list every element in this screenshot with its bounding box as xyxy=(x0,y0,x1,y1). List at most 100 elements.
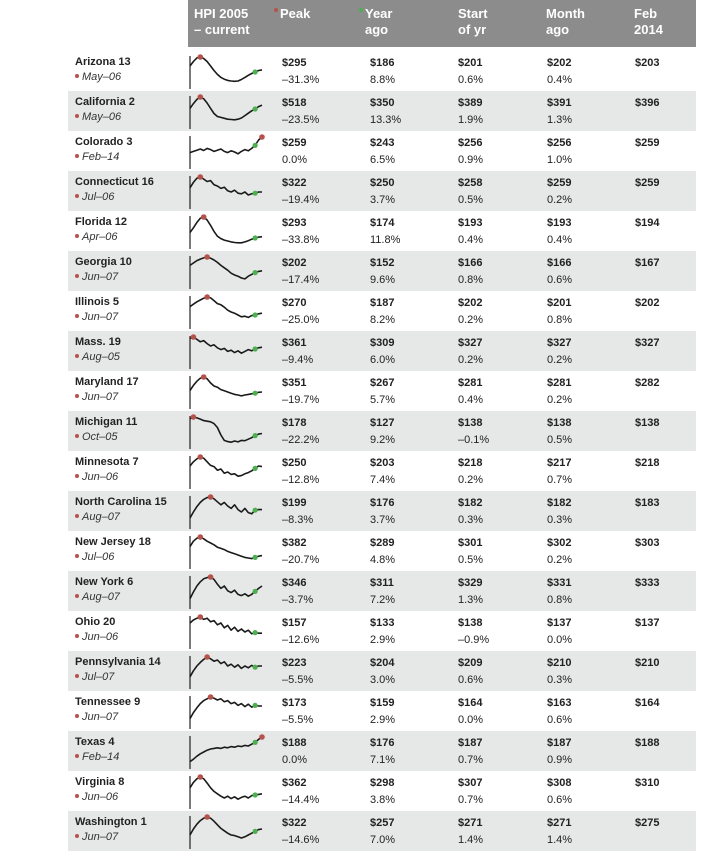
change-yr: 13.3% xyxy=(370,114,402,126)
state-name: Virginia 8 xyxy=(75,776,125,788)
value-yr: $250 xyxy=(370,177,395,189)
table-row: New Jersey 18 Jul–06 $382 –20.7% $289 4.8% $30… xyxy=(0,531,709,571)
change-peak: –5.5% xyxy=(282,674,314,686)
peak-date-text: Jul–06 xyxy=(82,191,115,203)
change-yr: 3.0% xyxy=(370,674,396,686)
peak-date: Feb–14 xyxy=(75,151,119,163)
change-peak: –22.2% xyxy=(282,434,320,446)
value-feb: $188 xyxy=(635,737,660,749)
peak-dot-icon xyxy=(75,714,79,718)
peak-dot-icon xyxy=(75,434,79,438)
value-start: $218 xyxy=(458,457,483,469)
peak-dot-icon xyxy=(75,674,79,678)
hpi-sparkline xyxy=(189,694,262,729)
table-row: North Carolina 15 Aug–07 $199 –8.3% $176 3.7%… xyxy=(0,491,709,531)
value-yr: $298 xyxy=(370,777,395,789)
peak-marker xyxy=(259,134,265,140)
change-yr: 9.6% xyxy=(370,274,396,286)
peak-marker xyxy=(204,294,210,300)
change-peak: –19.7% xyxy=(282,394,320,406)
row-band xyxy=(68,571,696,611)
header-peak-label: Peak xyxy=(280,6,311,21)
peak-date: Aug–07 xyxy=(75,591,120,603)
change-yr: 6.5% xyxy=(370,154,396,166)
peak-date: Jul–06 xyxy=(75,191,114,203)
change-yr: 7.2% xyxy=(370,594,396,606)
value-yr: $309 xyxy=(370,337,395,349)
change-start: 0.7% xyxy=(458,754,484,766)
current-marker xyxy=(252,630,258,636)
change-month: 0.8% xyxy=(547,314,573,326)
peak-dot-icon xyxy=(75,194,79,198)
value-peak: $295 xyxy=(282,57,307,69)
peak-date-text: Aug–05 xyxy=(82,351,120,363)
value-start: $329 xyxy=(458,577,483,589)
peak-date-text: Feb–14 xyxy=(82,751,120,763)
hpi-sparkline xyxy=(189,414,263,449)
row-band xyxy=(68,331,696,371)
hpi-sparkline xyxy=(189,134,265,169)
sparkline-path xyxy=(189,96,263,121)
sparkline-path xyxy=(189,216,263,244)
table-row: Michigan 11 Oct–05 $178 –22.2% $127 9.2% $138 –… xyxy=(0,411,709,451)
value-month: $202 xyxy=(547,57,572,69)
table-row: Mass. 19 Aug–05 $361 –9.4% $309 6.0% $327 0.2% $… xyxy=(0,331,709,371)
value-month: $256 xyxy=(547,137,572,149)
value-peak: $223 xyxy=(282,657,307,669)
value-yr: $289 xyxy=(370,537,395,549)
value-feb: $218 xyxy=(635,457,660,469)
row-band xyxy=(68,171,696,211)
value-peak: $250 xyxy=(282,457,307,469)
change-month: 0.4% xyxy=(547,234,573,246)
change-start: 0.3% xyxy=(458,514,484,526)
peak-marker xyxy=(200,214,207,220)
peak-date: Jun–06 xyxy=(75,791,118,803)
current-marker xyxy=(252,465,258,471)
state-name: Connecticut 16 xyxy=(75,176,154,188)
current-marker xyxy=(252,702,258,708)
value-peak: $270 xyxy=(282,297,307,309)
sparkline-path xyxy=(189,336,263,354)
sparkline-path xyxy=(189,736,263,763)
value-yr: $152 xyxy=(370,257,395,269)
value-feb: $333 xyxy=(635,577,660,589)
change-start: 0.4% xyxy=(458,394,484,406)
change-peak: –12.6% xyxy=(282,634,320,646)
state-name: Ohio 20 xyxy=(75,616,116,628)
change-month: 1.3% xyxy=(547,114,573,126)
peak-date: Jun–07 xyxy=(75,311,118,323)
hpi-sparkline xyxy=(189,54,263,89)
value-start: $389 xyxy=(458,97,483,109)
change-peak: –12.8% xyxy=(282,474,320,486)
value-peak: $322 xyxy=(282,177,307,189)
peak-marker xyxy=(197,94,204,100)
value-start: $202 xyxy=(458,297,483,309)
value-month: $327 xyxy=(547,337,572,349)
table-header: HPI 2005 – current Peak Year ago Start o… xyxy=(188,0,696,47)
value-month: $193 xyxy=(547,217,572,229)
change-start: 0.5% xyxy=(458,194,484,206)
peak-date-text: Aug–07 xyxy=(82,591,120,603)
hpi-sparkline xyxy=(189,374,263,409)
peak-marker xyxy=(259,734,265,740)
value-start: $138 xyxy=(458,617,483,629)
value-yr: $203 xyxy=(370,457,395,469)
value-peak: $518 xyxy=(282,97,307,109)
row-band xyxy=(68,251,696,291)
value-peak: $382 xyxy=(282,537,307,549)
state-name: Illinois 5 xyxy=(75,296,120,308)
hpi-sparkline xyxy=(189,214,263,249)
header-peak: Peak xyxy=(274,6,310,22)
header-hpi-label: HPI 2005 – current xyxy=(194,6,250,37)
change-month: 0.2% xyxy=(547,554,573,566)
value-feb: $310 xyxy=(635,777,660,789)
value-feb: $259 xyxy=(635,137,660,149)
change-month: 1.4% xyxy=(547,834,573,846)
change-yr: 8.8% xyxy=(370,74,396,86)
change-month: 0.3% xyxy=(547,674,573,686)
hpi-sparkline xyxy=(189,174,262,209)
value-feb: $259 xyxy=(635,177,660,189)
sparkline-path xyxy=(189,296,263,319)
peak-date: Jun–07 xyxy=(75,831,118,843)
peak-marker xyxy=(197,614,204,620)
